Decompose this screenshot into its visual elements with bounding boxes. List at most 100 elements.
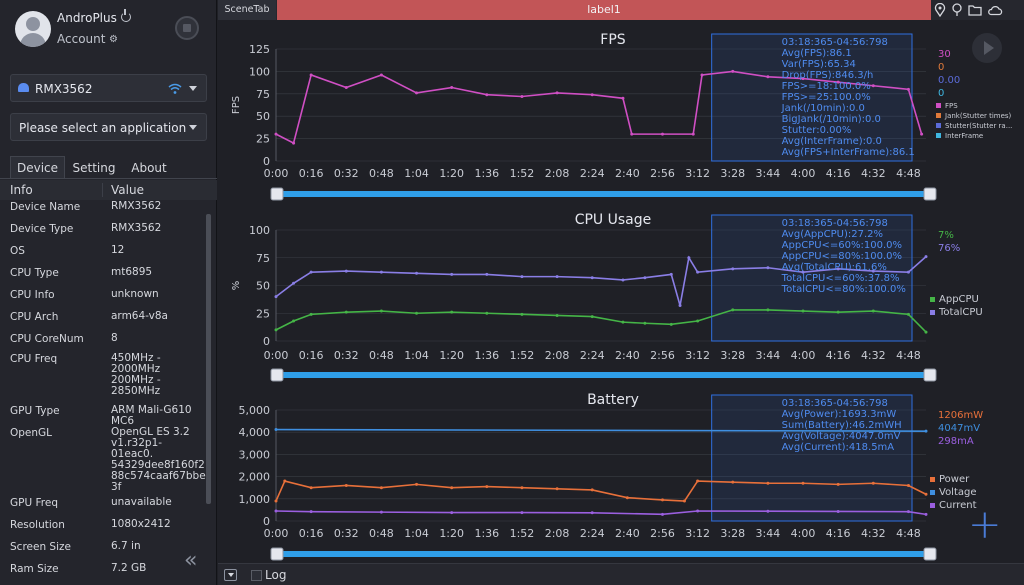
add-marker-button[interactable]: + xyxy=(968,502,1002,548)
android-icon xyxy=(18,83,29,92)
info-value: 7.2 GB xyxy=(111,562,147,574)
selection-stat: 03:18:365-04:56:798 xyxy=(782,398,888,409)
cloud-icon[interactable] xyxy=(987,4,1003,16)
info-scrollbar[interactable] xyxy=(206,214,211,504)
avatar[interactable] xyxy=(15,11,51,47)
info-value: arm64-v8a xyxy=(111,310,168,322)
x-tick-label: 2:08 xyxy=(545,527,570,540)
toolbar-icons xyxy=(934,3,1024,17)
chart-title: CPU Usage xyxy=(575,212,652,228)
data-point xyxy=(669,272,673,276)
y-tick-label: 25 xyxy=(256,133,270,146)
range-slider-handle-left[interactable] xyxy=(270,187,284,201)
data-point xyxy=(379,510,383,514)
data-point xyxy=(731,480,735,484)
data-point xyxy=(660,498,664,502)
account-settings-icon[interactable]: ⚙ xyxy=(109,34,118,45)
y-tick-label: 50 xyxy=(256,110,270,123)
range-slider-handle-right[interactable] xyxy=(923,368,937,382)
x-tick-label: 1:36 xyxy=(474,349,499,362)
data-point xyxy=(520,312,524,316)
data-point xyxy=(625,496,629,500)
tab-about[interactable]: About xyxy=(131,161,167,175)
tab-divider xyxy=(0,178,217,179)
data-point xyxy=(274,499,278,503)
play-button[interactable] xyxy=(972,33,1002,63)
y-tick-label: 1,000 xyxy=(239,493,271,506)
selection-stat: BigJank(/10min):0.0 xyxy=(782,114,881,125)
info-value: 6.7 in xyxy=(111,540,141,552)
y-tick-label: 75 xyxy=(256,88,270,101)
data-point xyxy=(801,309,805,313)
data-point xyxy=(415,271,419,275)
x-tick-label: 3:44 xyxy=(756,349,781,362)
range-slider-handle-right[interactable] xyxy=(923,547,937,561)
range-slider-handle-left[interactable] xyxy=(270,547,284,561)
collapse-panel-icon[interactable]: « xyxy=(184,548,198,573)
tab-setting[interactable]: Setting xyxy=(72,161,116,175)
data-point xyxy=(696,270,700,274)
series-line-appcpu xyxy=(275,309,927,333)
info-key: Screen Size xyxy=(10,541,71,553)
legend-swatch xyxy=(936,123,941,128)
selection-stat: TotalCPU<=60%:37.8% xyxy=(781,273,900,284)
app-select[interactable]: Please select an application xyxy=(10,113,207,141)
selection-stat: Avg(FPS+InterFrame):86.1 xyxy=(782,147,915,158)
location-pin-icon[interactable] xyxy=(934,3,946,17)
data-point xyxy=(344,483,348,487)
range-slider-track[interactable] xyxy=(276,551,930,557)
data-point xyxy=(292,141,296,145)
data-point xyxy=(924,492,928,496)
current-value: 298mA xyxy=(938,436,974,447)
data-point xyxy=(906,510,910,514)
current-value: 1206mW xyxy=(938,410,983,421)
x-tick-label: 1:20 xyxy=(439,167,464,180)
range-slider-track[interactable] xyxy=(276,372,930,378)
y-tick-label: 100 xyxy=(249,65,270,78)
x-tick-label: 4:16 xyxy=(826,527,851,540)
x-tick-label: 1:36 xyxy=(474,167,499,180)
data-point xyxy=(630,132,634,136)
x-tick-label: 0:16 xyxy=(299,349,324,362)
log-toggle-icon[interactable] xyxy=(224,569,237,581)
selection-stat: Drop(FPS):846.3/h xyxy=(782,70,874,81)
device-select[interactable]: RMX3562 xyxy=(10,74,207,102)
scene-label[interactable]: label1 xyxy=(277,0,931,20)
series-line-totalcpu xyxy=(275,255,927,306)
tab-device[interactable]: Device xyxy=(10,156,65,178)
log-checkbox[interactable] xyxy=(251,570,262,581)
info-value: RMX3562 xyxy=(111,200,162,212)
data-point xyxy=(590,276,594,280)
scene-tab[interactable]: SceneTab xyxy=(218,0,276,20)
chart-title: Battery xyxy=(587,392,639,408)
account-link[interactable]: Account xyxy=(57,32,106,46)
x-tick-label: 4:00 xyxy=(791,527,816,540)
data-point xyxy=(309,312,313,316)
power-icon[interactable] xyxy=(121,9,131,22)
range-slider-track[interactable] xyxy=(276,191,930,197)
selection-region[interactable] xyxy=(711,214,913,342)
range-slider-handle-left[interactable] xyxy=(270,368,284,382)
data-point xyxy=(590,93,594,97)
data-point xyxy=(415,311,419,315)
stop-record-button[interactable] xyxy=(175,16,199,40)
info-key: CPU Info xyxy=(10,289,55,301)
legend-label: TotalCPU xyxy=(938,307,983,318)
info-value: 1080x2412 xyxy=(111,518,171,530)
info-value: ARM Mali-G610 MC6 xyxy=(111,404,192,427)
selection-stat: Avg(TotalCPU):61.6% xyxy=(782,262,887,273)
data-point xyxy=(696,509,700,513)
selection-region[interactable] xyxy=(711,33,913,162)
marker-icon[interactable] xyxy=(951,3,963,17)
legend-label: Power xyxy=(939,474,970,485)
x-tick-label: 3:28 xyxy=(720,527,745,540)
x-tick-label: 3:44 xyxy=(756,527,781,540)
folder-icon[interactable] xyxy=(968,4,982,16)
data-point xyxy=(871,269,875,273)
selection-stat: Stutter:0.00% xyxy=(782,125,852,136)
range-slider-handle-right[interactable] xyxy=(923,187,937,201)
current-value: 30 xyxy=(938,49,951,60)
selection-region[interactable] xyxy=(711,394,913,522)
data-point xyxy=(344,269,348,273)
